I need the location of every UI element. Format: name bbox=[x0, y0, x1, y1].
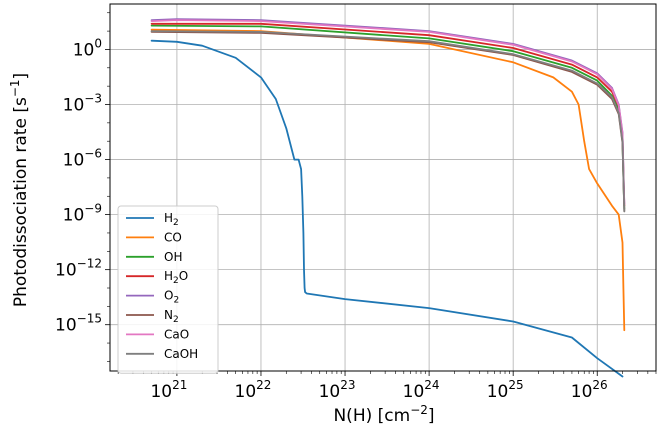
series-line-co bbox=[150, 28, 626, 332]
y-tick-label: 10−3 bbox=[63, 92, 102, 116]
plot-frame bbox=[109, 3, 657, 372]
plot-lines bbox=[150, 18, 626, 378]
legend-label: CaO bbox=[164, 327, 189, 341]
legend-label: CO bbox=[164, 230, 182, 244]
x-tick-label: 1026 bbox=[571, 378, 608, 402]
legend-label: H2 bbox=[164, 211, 179, 228]
legend-label: OH bbox=[164, 250, 182, 264]
x-tick-label: 1023 bbox=[319, 378, 356, 402]
y-tick-label: 100 bbox=[73, 36, 102, 60]
y-tick-label: 10−15 bbox=[55, 312, 102, 336]
series-line-h2 bbox=[150, 39, 624, 378]
x-axis-label: N(H) [cm−2] bbox=[333, 403, 434, 426]
x-tick-label: 1024 bbox=[403, 378, 440, 402]
series-line-o2 bbox=[150, 18, 626, 205]
y-tick-label: 10−12 bbox=[55, 257, 102, 281]
y-axis: 100 10−3 10−6 10−9 10−12 10−15 bbox=[55, 12, 110, 362]
legend-label: O2 bbox=[164, 289, 179, 306]
series-line-caoh bbox=[150, 30, 626, 213]
legend-label: H2O bbox=[164, 269, 188, 286]
legend-label: N2 bbox=[164, 308, 179, 325]
x-tick-label: 1021 bbox=[150, 378, 187, 402]
y-axis-label: Photodissociation rate [s−1] bbox=[8, 73, 31, 307]
legend-label: CaOH bbox=[164, 347, 198, 361]
y-tick-label: 10−9 bbox=[63, 202, 102, 226]
legend-box bbox=[117, 205, 219, 374]
x-tick-label: 1022 bbox=[235, 378, 272, 402]
series-line-cao bbox=[150, 19, 626, 206]
y-tick-label: 10−6 bbox=[63, 147, 102, 171]
legend: H2 CO OH H2O O2 N2 CaO CaOH bbox=[117, 205, 219, 374]
x-axis: 1021 1022 1023 1024 1025 1026 bbox=[117, 371, 657, 402]
series-line-h2o bbox=[150, 22, 626, 207]
x-tick-label: 1025 bbox=[487, 378, 524, 402]
